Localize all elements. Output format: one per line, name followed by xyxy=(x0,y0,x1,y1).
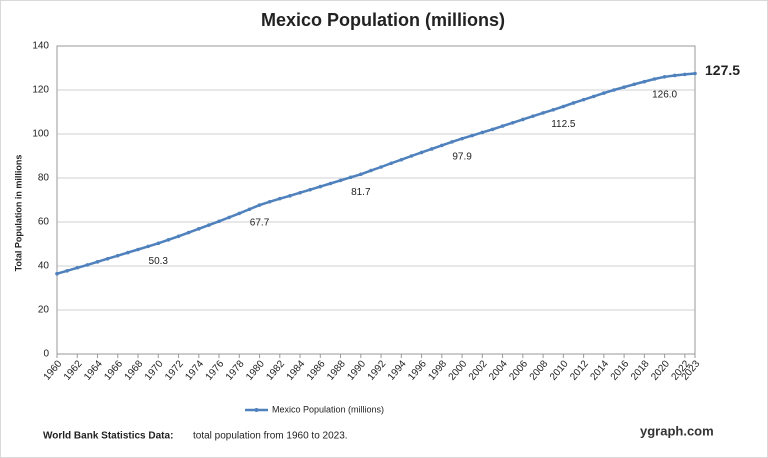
data-label: 127.5 xyxy=(705,62,740,78)
data-point xyxy=(146,244,150,249)
data-point xyxy=(217,219,221,224)
data-point xyxy=(693,71,697,76)
data-point xyxy=(581,97,586,102)
data-point xyxy=(622,85,626,89)
data-label: 81.7 xyxy=(351,187,371,198)
data-point xyxy=(470,133,475,138)
data-label: 126.0 xyxy=(652,89,677,100)
y-tick-label: 20 xyxy=(38,305,50,316)
data-point xyxy=(237,211,242,216)
data-point xyxy=(510,120,515,125)
source: World Bank Statistics Data: xyxy=(43,431,173,442)
data-point xyxy=(571,101,576,105)
data-point xyxy=(551,108,556,112)
legend-label: Mexico Population (millions) xyxy=(272,404,384,414)
y-tick-label: 140 xyxy=(32,41,49,52)
data-point xyxy=(389,161,393,166)
data-point xyxy=(460,136,464,141)
data-point xyxy=(308,187,312,192)
data-point xyxy=(115,253,120,258)
data-point xyxy=(369,168,373,173)
data-point xyxy=(257,203,262,207)
data-point xyxy=(85,263,90,267)
data-point xyxy=(521,117,525,122)
data-point xyxy=(95,260,100,264)
data-point xyxy=(267,199,272,204)
data-point xyxy=(450,140,454,144)
data-point xyxy=(379,165,383,169)
data-point xyxy=(338,178,343,183)
data-point xyxy=(632,82,637,87)
data-point xyxy=(490,127,495,132)
data-point xyxy=(126,250,130,255)
data-label: 50.3 xyxy=(149,256,169,267)
data-point xyxy=(480,130,485,135)
data-label: 67.7 xyxy=(250,218,270,229)
data-point xyxy=(440,143,444,148)
data-point xyxy=(359,172,363,177)
data-point xyxy=(348,175,353,180)
data-point xyxy=(277,196,282,201)
data-point xyxy=(196,227,201,231)
data-point xyxy=(186,230,191,235)
data-point xyxy=(105,256,110,261)
data-point xyxy=(207,223,211,227)
y-tick-label: 60 xyxy=(38,217,50,228)
data-point xyxy=(561,104,566,109)
data-point xyxy=(642,79,647,84)
data-point xyxy=(328,181,333,186)
chart-title: Mexico Population (millions) xyxy=(261,10,505,30)
note: total population from 1960 to 2023. xyxy=(193,431,348,442)
data-point xyxy=(429,147,434,151)
data-point xyxy=(318,184,323,189)
data-point xyxy=(652,77,657,81)
data-point xyxy=(156,241,161,246)
data-point xyxy=(176,234,181,239)
y-tick-label: 40 xyxy=(38,261,50,272)
data-point xyxy=(75,265,80,270)
data-point xyxy=(531,114,535,118)
data-point xyxy=(65,269,69,273)
data-point xyxy=(227,215,231,220)
data-point xyxy=(500,124,505,128)
data-point xyxy=(591,94,596,99)
data-label: 112.5 xyxy=(551,119,576,130)
data-point xyxy=(288,194,292,198)
data-point xyxy=(602,91,606,95)
data-point xyxy=(55,271,59,276)
y-tick-label: 0 xyxy=(43,349,49,360)
data-point xyxy=(672,73,677,78)
data-label: 97.9 xyxy=(452,151,472,162)
watermark: ygraph.com xyxy=(640,423,714,438)
series-line xyxy=(56,72,696,275)
data-point xyxy=(612,88,616,92)
data-point xyxy=(409,154,414,158)
y-axis-label: Total Population in millions xyxy=(13,155,23,272)
y-tick-label: 120 xyxy=(32,85,49,96)
data-point xyxy=(298,190,302,195)
data-point xyxy=(247,207,252,212)
data-point xyxy=(136,247,140,252)
data-point xyxy=(541,111,545,115)
y-tick-label: 100 xyxy=(32,129,49,140)
data-point xyxy=(662,75,667,79)
plot-frame xyxy=(56,45,696,355)
data-point xyxy=(683,72,687,77)
legend-marker xyxy=(254,408,259,412)
data-point xyxy=(419,150,424,155)
data-point xyxy=(399,157,404,162)
y-tick-label: 80 xyxy=(38,173,50,184)
data-point xyxy=(166,238,171,242)
